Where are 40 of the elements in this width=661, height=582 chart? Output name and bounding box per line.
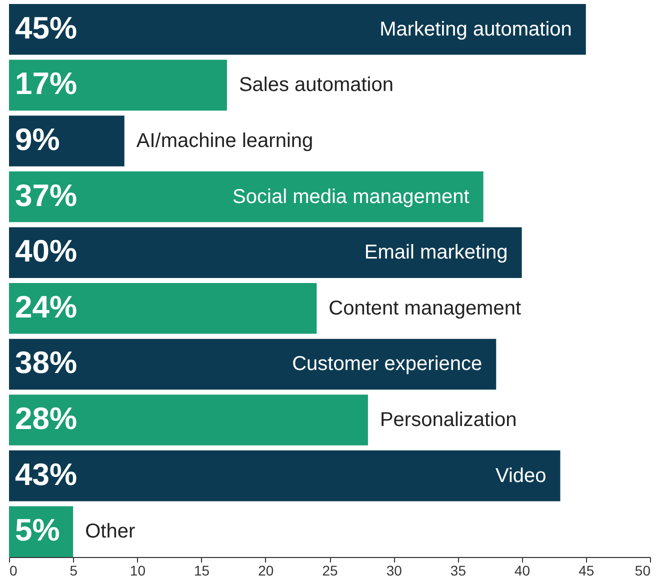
y-tick-label: Social media management	[232, 186, 470, 208]
data-label: 9%	[15, 122, 60, 157]
data-label: 38%	[15, 345, 78, 380]
y-tick-label: Other	[85, 520, 136, 543]
bar	[9, 116, 124, 166]
bar	[9, 60, 227, 111]
y-tick-label: Sales automation	[238, 74, 394, 96]
bar	[9, 4, 586, 55]
y-tick-label: Email marketing	[364, 242, 508, 264]
x-tick-label: 10	[130, 562, 146, 578]
x-tick-label: 5	[70, 562, 78, 578]
y-tick-label: Content management	[328, 297, 522, 320]
x-tick-label: 35	[450, 562, 466, 578]
x-tick-label: 0	[10, 562, 18, 578]
data-label: 45%	[15, 10, 78, 46]
data-label: 40%	[15, 234, 78, 269]
x-tick-label: 30	[386, 562, 402, 578]
bar	[9, 227, 522, 278]
y-tick-label: AI/machine learning	[136, 130, 314, 152]
y-tick-label: Customer experience	[292, 353, 482, 376]
bar	[9, 171, 484, 222]
x-tick-label: 15	[194, 562, 210, 578]
data-label: 24%	[15, 289, 78, 324]
y-tick-label: Personalization	[380, 409, 517, 432]
x-tick-label: 25	[322, 562, 338, 578]
data-label: 5%	[15, 512, 60, 548]
y-tick-label: Marketing automation	[380, 18, 572, 40]
x-tick-label: 50	[634, 562, 651, 578]
bar	[9, 338, 496, 390]
bar	[9, 450, 560, 502]
data-label: 28%	[15, 401, 78, 436]
bar	[9, 283, 317, 334]
data-label: 17%	[15, 66, 78, 102]
data-label: 43%	[15, 456, 78, 492]
bar	[9, 394, 368, 446]
x-tick-label: 40	[514, 562, 530, 578]
x-tick-label: 20	[258, 562, 274, 578]
x-tick-label: 45	[578, 562, 594, 578]
y-tick-label: Video	[495, 464, 546, 487]
data-label: 37%	[15, 178, 78, 213]
